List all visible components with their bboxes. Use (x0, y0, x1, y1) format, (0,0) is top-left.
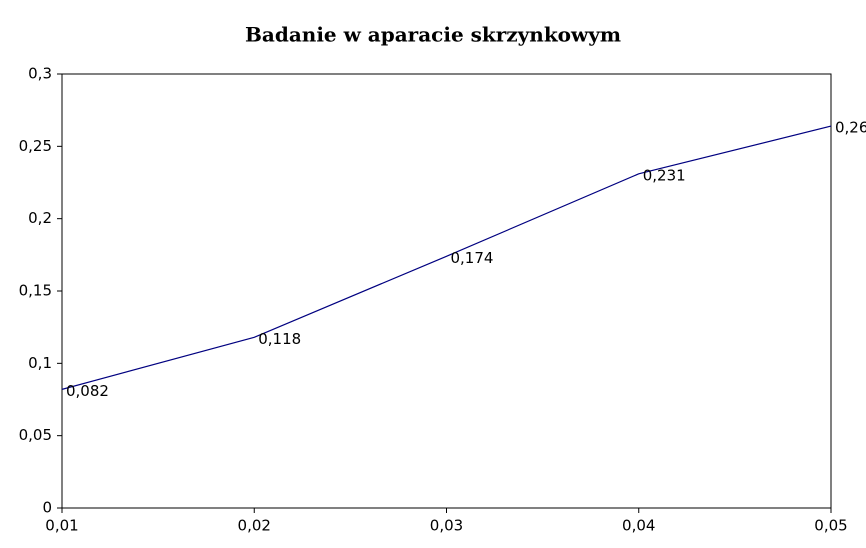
y-tick-label: 0 (42, 499, 52, 517)
x-tick-label: 0,03 (430, 517, 463, 535)
data-label: 0,082 (66, 382, 109, 400)
chart-title: Badanie w aparacie skrzynkowym (245, 23, 621, 47)
data-line (61, 125, 832, 390)
x-tick-label: 0,05 (814, 517, 847, 535)
data-label: 0,264 (835, 119, 866, 137)
y-tick-label: 0,1 (28, 354, 52, 372)
y-tick-label: 0,2 (28, 209, 52, 227)
y-tick-label: 0,25 (19, 137, 52, 155)
y-tick-label: 0,15 (19, 282, 52, 300)
data-label: 0,174 (451, 249, 494, 267)
x-tick-label: 0,02 (238, 517, 271, 535)
y-tick-label: 0,3 (28, 65, 52, 83)
y-tick-label: 0,05 (19, 426, 52, 444)
x-tick-label: 0,01 (45, 517, 78, 535)
data-label: 0,231 (643, 166, 686, 184)
x-tick-label: 0,04 (622, 517, 655, 535)
plot-frame (61, 73, 832, 509)
data-label: 0,118 (258, 330, 301, 348)
